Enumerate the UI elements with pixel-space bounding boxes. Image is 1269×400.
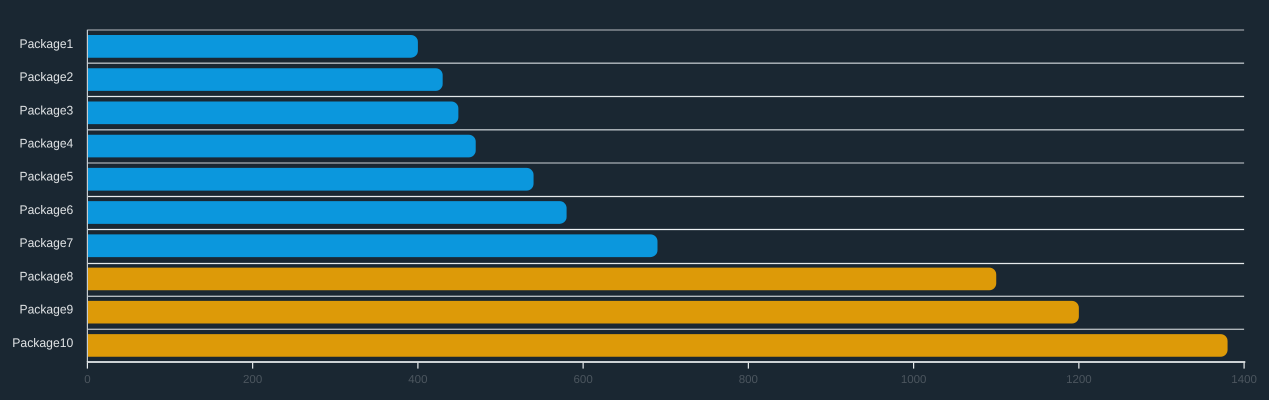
svg-text:1400: 1400 <box>1231 374 1257 386</box>
svg-text:Package1: Package1 <box>20 37 74 51</box>
svg-text:1200: 1200 <box>1066 374 1092 386</box>
svg-text:0: 0 <box>84 374 90 386</box>
svg-text:Package7: Package7 <box>20 236 74 250</box>
svg-text:800: 800 <box>739 374 758 386</box>
svg-text:1000: 1000 <box>901 374 927 386</box>
svg-text:Package9: Package9 <box>20 303 74 317</box>
svg-text:Package6: Package6 <box>20 203 74 217</box>
svg-text:400: 400 <box>408 374 427 386</box>
svg-text:200: 200 <box>243 374 262 386</box>
svg-text:Package5: Package5 <box>20 170 74 184</box>
svg-text:Package3: Package3 <box>20 103 74 117</box>
svg-text:Package10: Package10 <box>12 336 73 350</box>
svg-text:Package4: Package4 <box>20 136 74 150</box>
svg-text:600: 600 <box>574 374 593 386</box>
svg-text:Package2: Package2 <box>20 70 74 84</box>
svg-text:Package8: Package8 <box>20 269 74 283</box>
